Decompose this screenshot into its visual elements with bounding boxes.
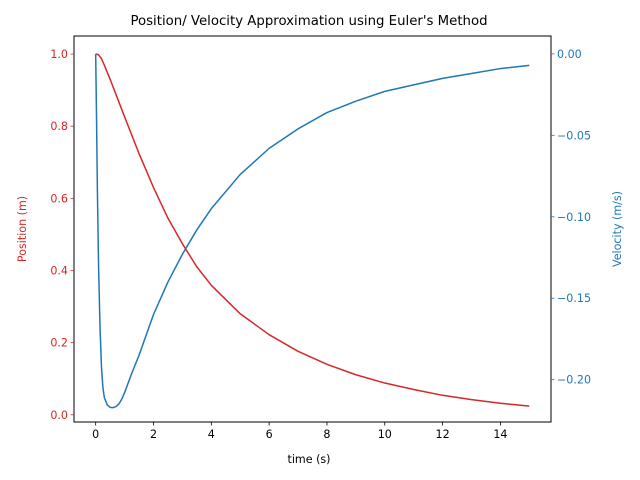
x-tick-label: 12 (436, 428, 450, 441)
y-left-tick-label: 0.4 (50, 264, 68, 277)
x-tick-label: 6 (266, 428, 273, 441)
y-left-tick-label: 0.6 (50, 192, 68, 205)
x-axis: 0 2 4 6 8 10 12 14 (92, 422, 507, 441)
y-axis-left-label: Position (m) (16, 196, 29, 262)
y-right-tick-label: −0.05 (557, 129, 591, 142)
y-right-tick-label: −0.20 (557, 374, 591, 387)
x-tick-label: 8 (323, 428, 330, 441)
position-line (95, 53, 530, 407)
x-tick-label: 14 (493, 428, 507, 441)
x-tick-label: 2 (150, 428, 157, 441)
y-left-tick-label: 0.2 (50, 337, 68, 350)
y-left-tick-label: 1.0 (50, 48, 68, 61)
y-left-tick-label: 0.0 (50, 409, 68, 422)
y-axis-right: 0.00 −0.05 −0.10 −0.15 −0.20 (551, 48, 591, 387)
y-right-tick-label: −0.10 (557, 211, 591, 224)
x-tick-label: 10 (378, 428, 392, 441)
x-axis-label: time (s) (287, 453, 330, 466)
y-right-tick-label: 0.00 (557, 48, 582, 61)
plot-series (94, 53, 530, 409)
x-tick-label: 0 (92, 428, 99, 441)
plot-frame (73, 35, 552, 423)
y-right-tick-label: −0.15 (557, 292, 591, 305)
velocity-line (94, 53, 530, 409)
y-axis-right-label: Velocity (m/s) (611, 191, 624, 267)
y-left-tick-label: 0.8 (50, 120, 68, 133)
x-tick-label: 4 (208, 428, 215, 441)
y-axis-left: 0.0 0.2 0.4 0.6 0.8 1.0 (50, 48, 74, 422)
chart-title: Position/ Velocity Approximation using E… (130, 14, 487, 29)
